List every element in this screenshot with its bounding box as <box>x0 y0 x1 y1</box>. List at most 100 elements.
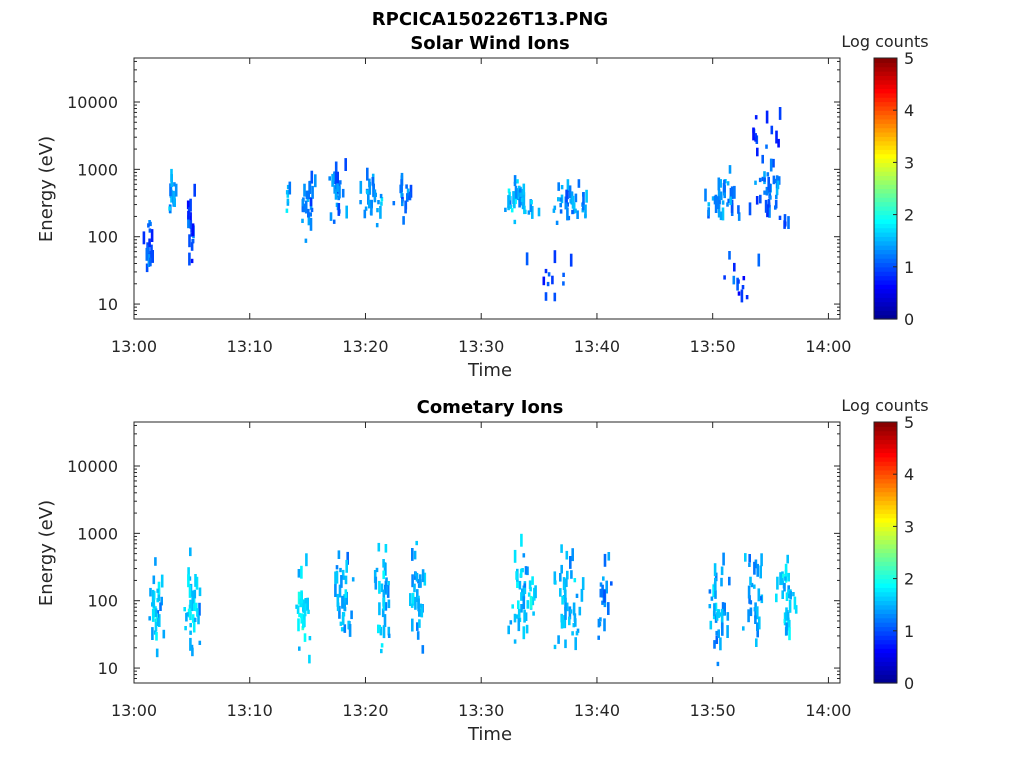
heatmap-cell <box>576 628 580 633</box>
heatmap-cell <box>342 575 346 580</box>
heatmap-cell <box>380 648 383 654</box>
heatmap-cell <box>770 125 774 135</box>
heatmap-cell <box>156 588 159 593</box>
heatmap-cell <box>755 638 758 647</box>
heatmap-cell <box>382 570 385 580</box>
heatmap-cell <box>351 577 355 582</box>
colorbar-segment <box>874 552 897 558</box>
colorbar-segment <box>874 448 897 454</box>
heatmap-cell <box>190 644 194 650</box>
heatmap-cell <box>338 584 342 598</box>
heatmap-cell <box>381 608 385 618</box>
heatmap-cell <box>753 561 756 575</box>
heatmap-cell <box>510 208 514 213</box>
heatmap-cell <box>507 195 510 208</box>
heatmap-cell <box>307 190 310 200</box>
heatmap-cell <box>772 158 775 168</box>
colorbar-segment <box>874 297 897 303</box>
heatmap-cell <box>341 188 345 198</box>
heatmap-cell <box>380 197 384 202</box>
heatmap-cell <box>603 553 607 567</box>
heatmap-cell <box>531 576 534 585</box>
heatmap-cell <box>307 208 310 218</box>
heatmap-cell <box>766 172 770 177</box>
colorbar-segment <box>874 214 897 220</box>
y-tick-label: 100 <box>87 592 118 611</box>
heatmap-cell <box>373 570 377 583</box>
heatmap-cell <box>524 209 527 214</box>
colorbar-segment <box>874 197 897 203</box>
heatmap-cell <box>162 629 166 639</box>
heatmap-cell <box>555 220 559 225</box>
heatmap-cell <box>392 201 396 206</box>
colorbar-tick-label: 0 <box>904 310 914 329</box>
colorbar-segment <box>874 262 897 268</box>
heatmap-cell <box>569 253 573 267</box>
heatmap-cell <box>526 566 529 576</box>
heatmap-cell <box>344 575 348 585</box>
colorbar-segment <box>874 118 897 124</box>
colorbar-segment <box>874 626 897 632</box>
heatmap-cell <box>737 291 741 296</box>
heatmap-cell <box>373 189 377 203</box>
heatmap-cell <box>507 625 510 635</box>
heatmap-cell <box>308 181 311 194</box>
heatmap-cell <box>754 133 757 142</box>
heatmap-cell <box>753 607 757 612</box>
heatmap-cell <box>733 185 736 199</box>
colorbar-segment <box>874 517 897 523</box>
heatmap-cell <box>377 200 380 205</box>
colorbar-segment <box>874 284 897 290</box>
heatmap-cell <box>745 295 749 300</box>
heatmap-cell <box>411 618 414 632</box>
colorbar-segment <box>874 136 897 142</box>
heatmap-cell <box>152 575 156 585</box>
heatmap-cell <box>416 622 419 631</box>
heatmap-cell <box>301 218 304 223</box>
heatmap-cell <box>368 199 371 209</box>
colorbar-segment <box>874 543 897 549</box>
heatmap-cell <box>562 577 566 590</box>
heatmap-cell <box>775 130 778 144</box>
heatmap-cell <box>188 234 191 248</box>
colorbar-tick-label: 1 <box>904 622 914 641</box>
heatmap-cell <box>334 161 338 175</box>
plot-frame <box>133 57 841 320</box>
heatmap-cell <box>340 575 343 588</box>
heatmap-cell <box>601 584 604 598</box>
colorbar-segment <box>874 279 897 285</box>
heatmap-cell <box>569 609 573 614</box>
colorbar-segment <box>874 205 897 211</box>
colorbar-segment <box>874 596 897 601</box>
colorbar-segment <box>874 430 897 436</box>
heatmap-cell <box>569 556 572 569</box>
heatmap-cell <box>717 177 721 191</box>
heatmap-cell <box>574 618 577 627</box>
heatmap-cell <box>776 180 780 190</box>
heatmap-cell <box>760 553 763 567</box>
heatmap-cell <box>516 188 520 197</box>
heatmap-cell <box>302 619 305 629</box>
heatmap-cell <box>779 572 782 586</box>
heatmap-cell <box>157 581 161 595</box>
colorbar-tick-label: 3 <box>904 517 914 536</box>
heatmap-cell <box>366 167 369 181</box>
heatmap-cell <box>715 612 719 621</box>
heatmap-cell <box>528 580 532 589</box>
heatmap-cell <box>151 609 155 622</box>
heatmap-cell <box>754 609 757 619</box>
heatmap-cell <box>416 631 420 640</box>
heatmap-cell <box>187 210 190 220</box>
colorbar-segment <box>874 630 897 636</box>
heatmap-cell <box>193 617 197 622</box>
heatmap-cell <box>776 576 779 590</box>
y-tick-label: 1000 <box>77 160 118 179</box>
heatmap-cell <box>521 196 525 210</box>
heatmap-cell <box>562 272 565 277</box>
heatmap-cell <box>736 277 739 291</box>
heatmap-cell <box>301 613 304 622</box>
colorbar-segment <box>874 249 897 255</box>
heatmap-cell <box>728 165 732 174</box>
heatmap-cell <box>155 632 158 641</box>
heatmap-cell <box>343 624 347 633</box>
